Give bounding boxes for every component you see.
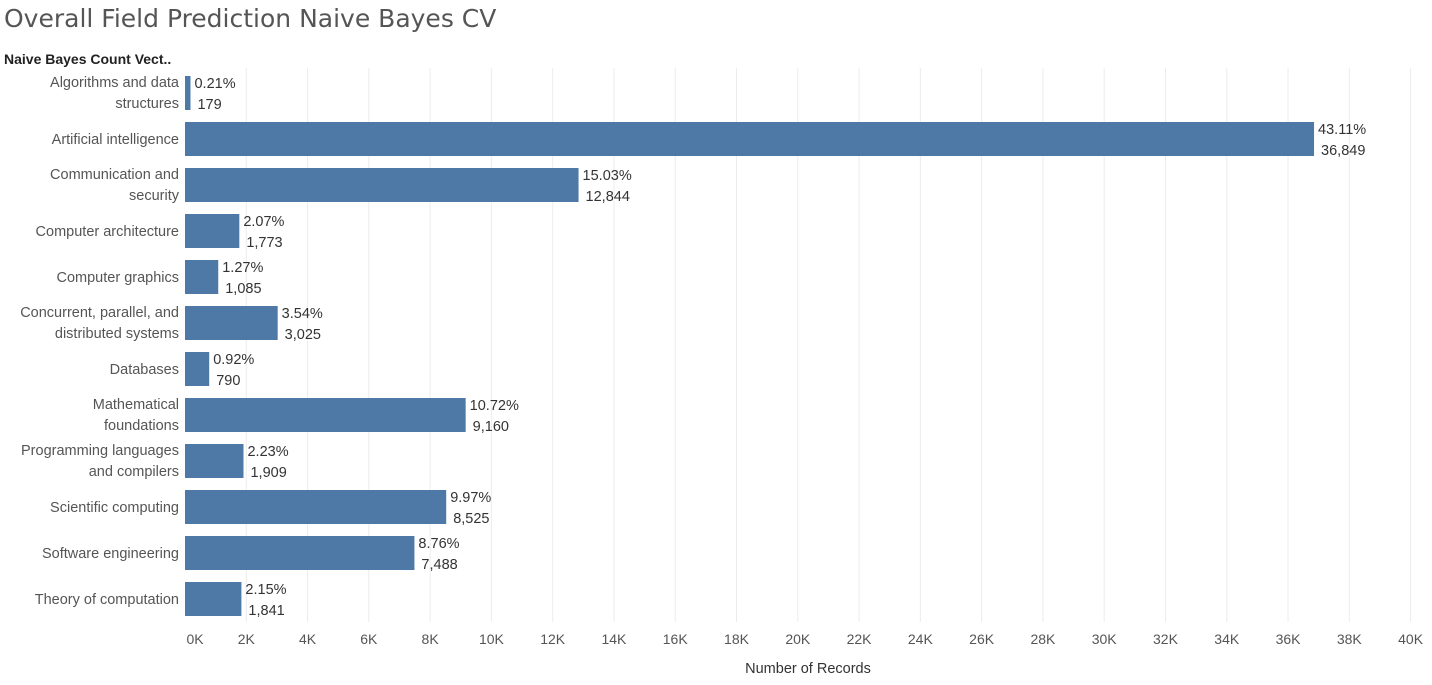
category-label: security xyxy=(129,188,180,204)
bar xyxy=(185,306,278,340)
percent-label: 9.97% xyxy=(450,490,491,506)
x-tick-label: 6K xyxy=(360,631,378,647)
x-tick-label: 22K xyxy=(847,631,873,647)
x-tick-label: 0K xyxy=(186,631,204,647)
category-label: and compilers xyxy=(89,464,179,480)
percent-label: 2.07% xyxy=(243,214,284,230)
category-label: Concurrent, parallel, and xyxy=(20,305,179,321)
count-label: 9,160 xyxy=(473,419,509,435)
x-tick-label: 36K xyxy=(1276,631,1302,647)
bar xyxy=(185,398,466,432)
count-label: 36,849 xyxy=(1321,143,1365,159)
percent-label: 2.15% xyxy=(245,582,286,598)
category-label: Computer architecture xyxy=(36,224,179,240)
percent-label: 43.11% xyxy=(1318,122,1366,138)
percent-label: 15.03% xyxy=(583,168,632,184)
x-tick-label: 34K xyxy=(1214,631,1240,647)
category-label: structures xyxy=(115,96,179,112)
category-label: Artificial intelligence xyxy=(52,132,179,148)
x-tick-label: 12K xyxy=(540,631,566,647)
bar xyxy=(185,76,191,110)
x-tick-label: 38K xyxy=(1337,631,1363,647)
percent-label: 0.92% xyxy=(213,352,254,368)
bar xyxy=(185,444,244,478)
count-label: 7,488 xyxy=(421,557,457,573)
x-tick-label: 26K xyxy=(969,631,995,647)
x-tick-label: 8K xyxy=(422,631,440,647)
category-label: Algorithms and data xyxy=(50,75,180,91)
labels: 0K 2K 4K 6K 8K 10K 12K 14K 16K 18K 20K 22K 24K 26K 28K… xyxy=(20,75,1424,647)
x-tick-label: 16K xyxy=(663,631,689,647)
count-label: 1,841 xyxy=(248,603,284,619)
category-label: Theory of computation xyxy=(35,592,179,608)
x-tick-label: 14K xyxy=(601,631,627,647)
category-label: Scientific computing xyxy=(50,500,179,516)
x-tick-label: 2K xyxy=(238,631,256,647)
bar xyxy=(185,352,210,386)
percent-label: 2.23% xyxy=(247,444,288,460)
x-tick-label: 10K xyxy=(479,631,505,647)
category-label: distributed systems xyxy=(55,326,179,342)
count-label: 8,525 xyxy=(453,511,489,527)
bar xyxy=(185,214,240,248)
percent-label: 10.72% xyxy=(470,398,519,414)
x-tick-label: 4K xyxy=(299,631,317,647)
count-label: 1,773 xyxy=(246,235,282,251)
bar xyxy=(185,536,415,570)
category-label: Databases xyxy=(110,362,179,378)
x-tick-label: 24K xyxy=(908,631,934,647)
bar xyxy=(185,168,579,202)
category-label: foundations xyxy=(104,418,179,434)
bar xyxy=(185,122,1315,156)
category-label: Programming languages xyxy=(21,443,179,459)
category-label: Software engineering xyxy=(42,546,179,562)
percent-label: 3.54% xyxy=(282,306,323,322)
bar xyxy=(185,490,447,524)
percent-label: 0.21% xyxy=(194,76,235,92)
x-axis-title: Number of Records xyxy=(745,661,871,677)
x-tick-label: 20K xyxy=(785,631,811,647)
x-tick-label: 40K xyxy=(1398,631,1424,647)
bar xyxy=(185,260,219,294)
percent-label: 1.27% xyxy=(222,260,263,276)
count-label: 12,844 xyxy=(586,189,630,205)
bars xyxy=(185,76,1315,616)
count-label: 3,025 xyxy=(285,327,321,343)
category-label: Communication and xyxy=(50,167,179,183)
x-tick-label: 32K xyxy=(1153,631,1179,647)
category-label: Computer graphics xyxy=(57,270,180,286)
chart-title: Overall Field Prediction Naive Bayes CV xyxy=(4,4,497,33)
row-header: Naive Bayes Count Vect.. xyxy=(4,51,172,67)
x-tick-label: 28K xyxy=(1030,631,1056,647)
x-tick-label: 18K xyxy=(724,631,750,647)
x-tick-label: 30K xyxy=(1092,631,1118,647)
percent-label: 8.76% xyxy=(418,536,459,552)
count-label: 1,909 xyxy=(250,465,286,481)
count-label: 179 xyxy=(197,97,221,113)
count-label: 1,085 xyxy=(225,281,261,297)
count-label: 790 xyxy=(216,373,240,389)
bar xyxy=(185,582,242,616)
category-label: Mathematical xyxy=(93,397,179,413)
gridlines xyxy=(245,68,1412,622)
